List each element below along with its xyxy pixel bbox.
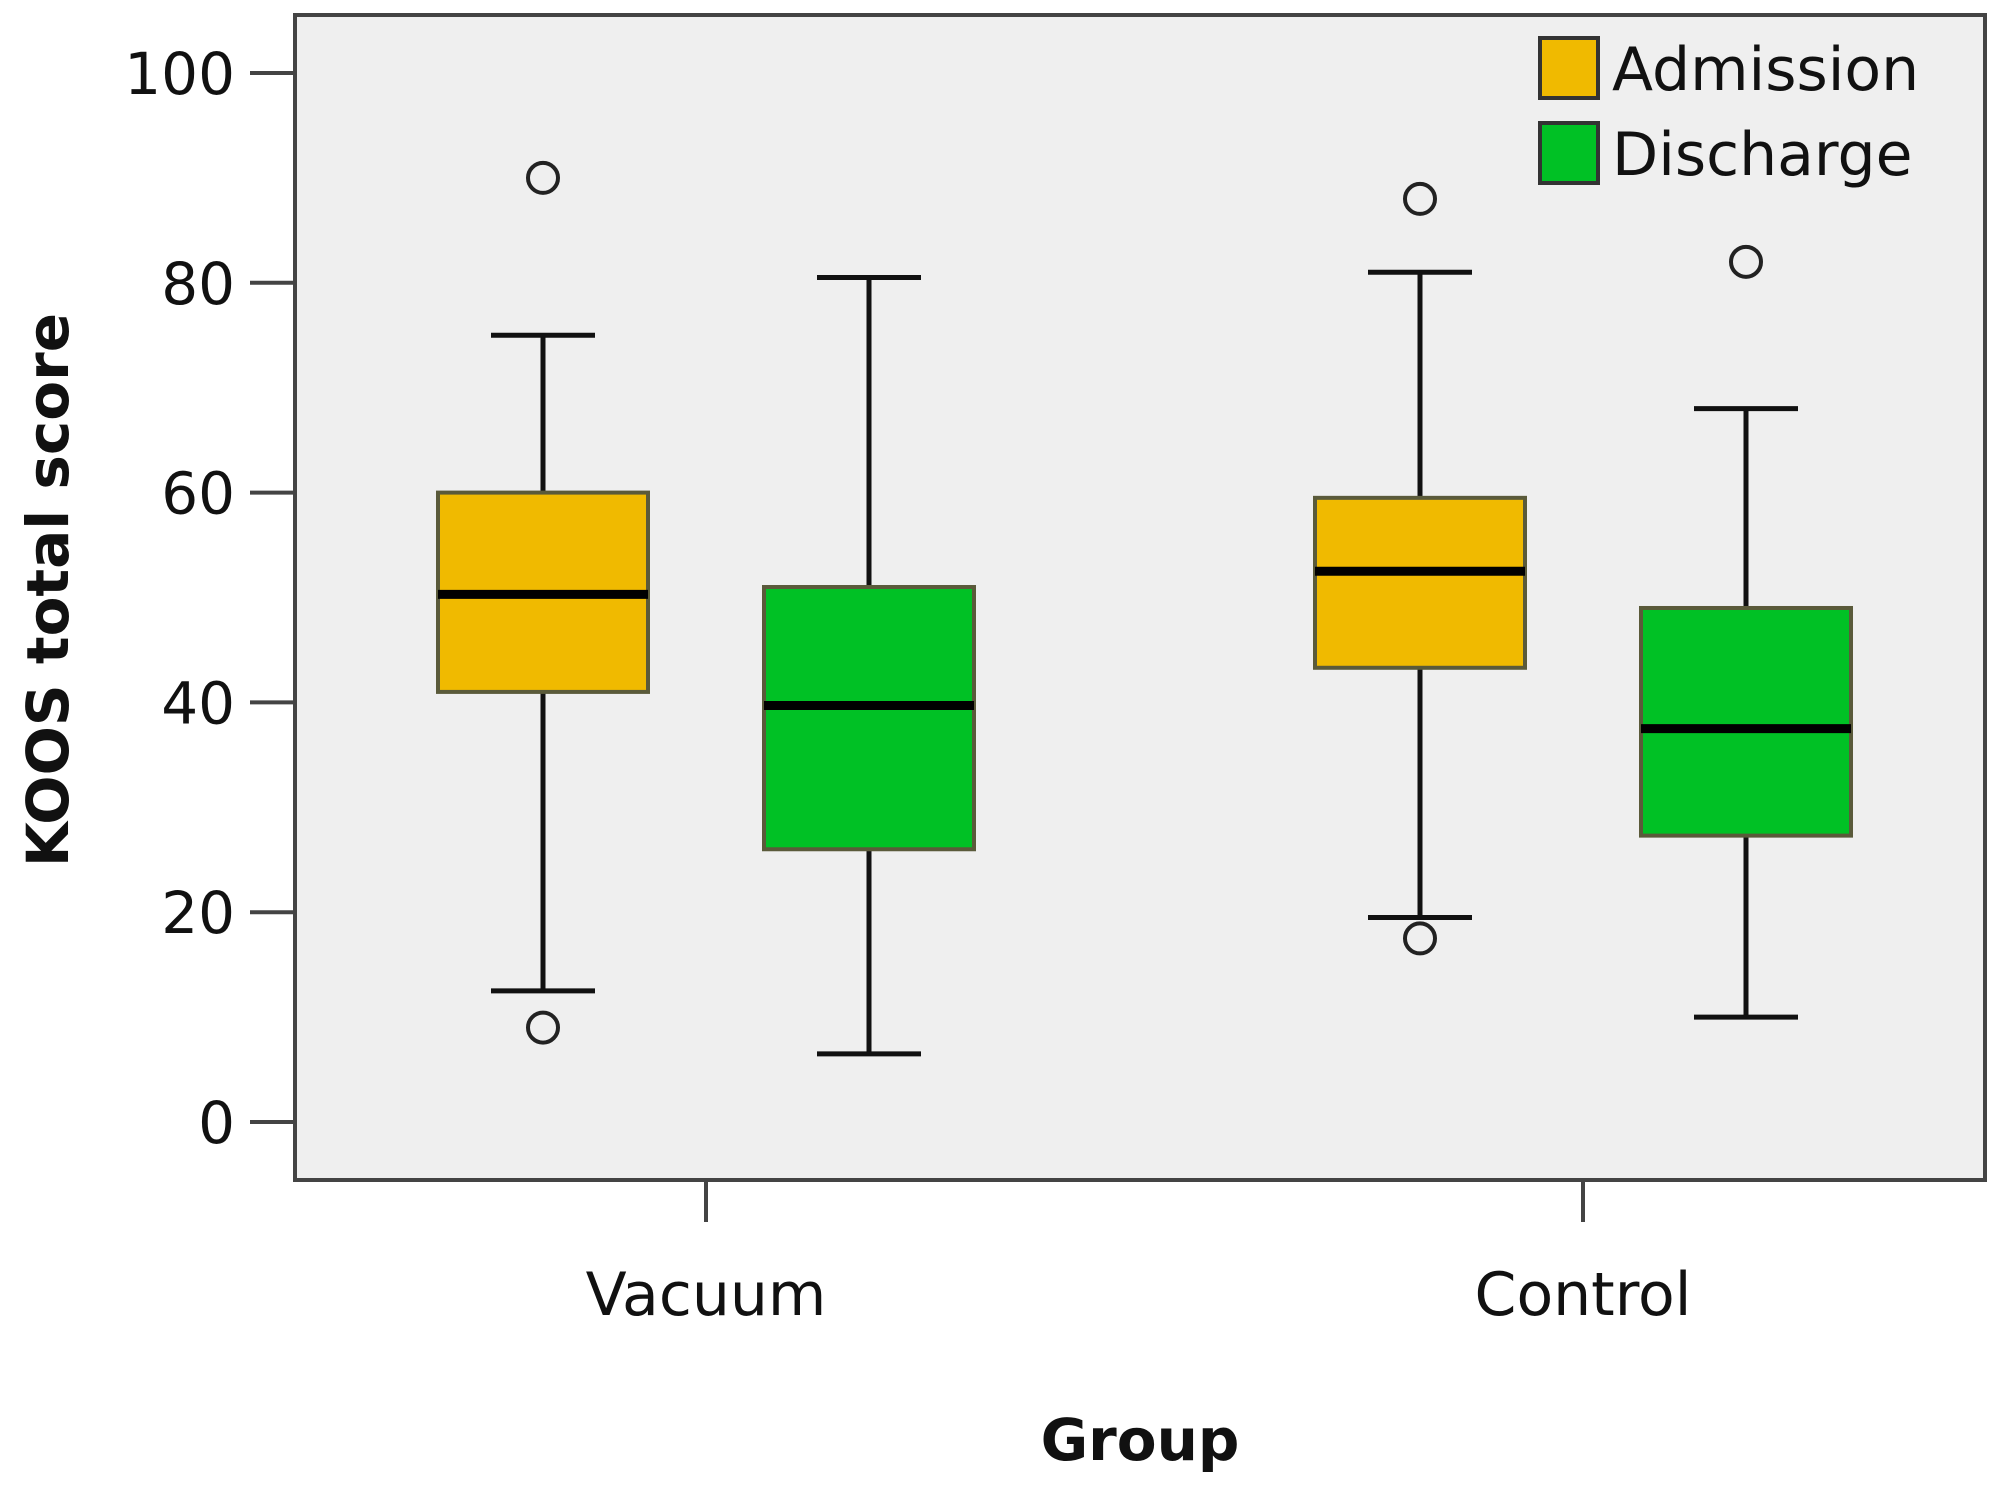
legend-swatch bbox=[1538, 36, 1600, 100]
x-axis-title: Group bbox=[1041, 1406, 1240, 1474]
outlier-point bbox=[526, 160, 560, 195]
y-tick-label: 20 bbox=[161, 879, 235, 947]
y-tick-label: 40 bbox=[161, 669, 235, 737]
outlier-point bbox=[526, 1010, 560, 1045]
outlier-point bbox=[1403, 921, 1437, 956]
box-admission-vacuum bbox=[436, 160, 650, 1045]
box-discharge-vacuum bbox=[762, 275, 976, 1057]
iqr-box bbox=[1313, 495, 1527, 670]
legend-swatch bbox=[1538, 121, 1600, 185]
box-admission-control bbox=[1313, 181, 1527, 956]
outlier-point bbox=[1403, 181, 1437, 216]
iqr-box bbox=[762, 585, 976, 852]
y-tick-label: 80 bbox=[161, 250, 235, 318]
legend-item-discharge: Discharge bbox=[1538, 120, 1913, 190]
y-tick-label: 0 bbox=[198, 1089, 235, 1157]
legend-label: Admission bbox=[1612, 35, 1919, 105]
legend-item-admission: Admission bbox=[1538, 35, 1919, 105]
y-axis-title: KOOS total score bbox=[14, 313, 82, 867]
iqr-box bbox=[1639, 605, 1853, 838]
y-tick-label: 60 bbox=[161, 460, 235, 528]
y-tick-label: 100 bbox=[124, 40, 235, 108]
x-tick-label: Vacuum bbox=[586, 1260, 827, 1330]
box-discharge-control bbox=[1639, 244, 1853, 1020]
outlier-point bbox=[1729, 244, 1763, 279]
legend-label: Discharge bbox=[1612, 120, 1913, 190]
x-tick-label: Control bbox=[1475, 1260, 1692, 1330]
